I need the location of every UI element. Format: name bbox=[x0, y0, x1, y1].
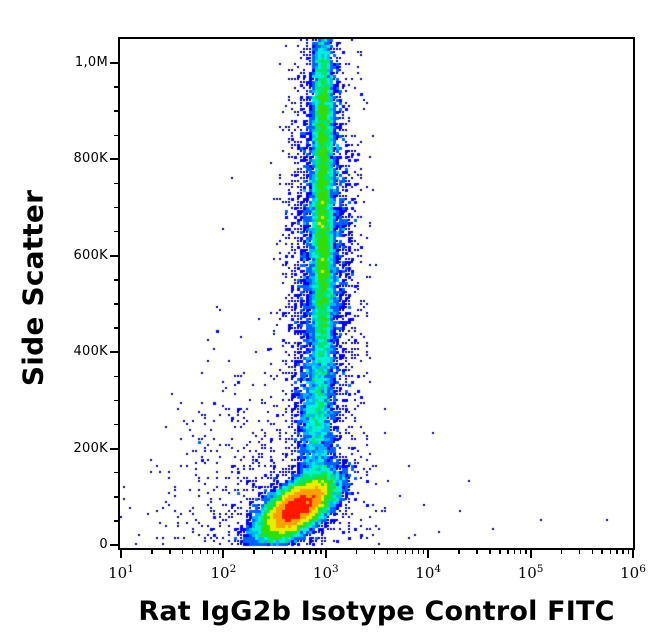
x-minor-tick bbox=[212, 550, 215, 554]
y-tick-label: 0 bbox=[99, 537, 108, 552]
x-minor-tick bbox=[396, 550, 399, 554]
y-tick-label: 600K bbox=[73, 247, 108, 263]
x-major-tick bbox=[529, 550, 532, 558]
x-minor-tick bbox=[320, 550, 322, 554]
x-minor-tick bbox=[578, 550, 581, 554]
x-minor-tick bbox=[386, 550, 389, 554]
y-minor-tick bbox=[114, 206, 118, 209]
x-minor-tick bbox=[609, 550, 612, 554]
x-major-tick bbox=[120, 550, 122, 558]
y-minor-tick bbox=[114, 399, 118, 402]
x-minor-tick bbox=[411, 550, 414, 554]
x-minor-tick bbox=[206, 550, 209, 554]
x-minor-tick bbox=[519, 550, 522, 554]
x-minor-tick bbox=[253, 550, 255, 554]
x-minor-tick bbox=[417, 550, 420, 554]
x-minor-tick bbox=[591, 550, 593, 554]
y-minor-tick bbox=[114, 86, 118, 88]
x-tick-label: 104 bbox=[415, 563, 442, 582]
y-major-tick bbox=[110, 447, 118, 450]
x-minor-tick bbox=[627, 550, 630, 554]
x-minor-tick bbox=[489, 550, 491, 554]
x-minor-tick bbox=[271, 550, 273, 554]
x-minor-tick bbox=[560, 550, 563, 554]
x-minor-tick bbox=[616, 550, 618, 554]
x-major-tick bbox=[427, 550, 430, 558]
y-minor-tick bbox=[114, 496, 118, 498]
x-minor-tick bbox=[315, 550, 317, 554]
y-minor-tick bbox=[114, 327, 118, 329]
x-minor-tick bbox=[499, 550, 501, 554]
x-tick-label: 101 bbox=[108, 563, 134, 582]
x-minor-tick bbox=[525, 550, 527, 554]
x-minor-tick bbox=[309, 550, 311, 554]
y-minor-tick bbox=[114, 134, 118, 137]
x-minor-tick bbox=[191, 550, 194, 554]
y-major-tick bbox=[110, 254, 118, 257]
y-minor-tick bbox=[114, 375, 118, 378]
y-major-tick bbox=[110, 62, 118, 64]
density-scatter-canvas bbox=[120, 39, 633, 548]
y-minor-tick bbox=[114, 303, 118, 305]
y-minor-tick bbox=[114, 520, 118, 522]
x-tick-label: 103 bbox=[312, 563, 339, 582]
x-minor-tick bbox=[513, 550, 516, 554]
x-minor-tick bbox=[355, 550, 358, 554]
y-tick-label: 400K bbox=[73, 344, 108, 360]
x-tick-label: 102 bbox=[210, 563, 237, 582]
x-minor-tick bbox=[199, 550, 202, 554]
x-minor-tick bbox=[476, 550, 478, 554]
y-major-tick bbox=[110, 351, 118, 354]
plot-area bbox=[118, 37, 635, 550]
x-tick-label: 106 bbox=[620, 563, 646, 582]
y-tick-label: 800K bbox=[73, 151, 108, 167]
x-minor-tick bbox=[404, 550, 407, 554]
x-minor-tick bbox=[181, 550, 184, 554]
y-minor-tick bbox=[114, 279, 118, 281]
x-major-tick bbox=[324, 550, 327, 558]
x-major-tick bbox=[632, 550, 634, 558]
y-major-tick bbox=[110, 158, 118, 161]
x-minor-tick bbox=[601, 550, 603, 554]
x-axis-title: Rat IgG2b Isotype Control FITC bbox=[138, 596, 615, 627]
x-minor-tick bbox=[373, 550, 376, 554]
x-minor-tick bbox=[294, 550, 296, 554]
y-minor-tick bbox=[114, 423, 118, 426]
x-minor-tick bbox=[507, 550, 509, 554]
x-minor-tick bbox=[169, 550, 171, 554]
y-minor-tick bbox=[114, 110, 118, 112]
x-major-tick bbox=[222, 550, 225, 558]
x-minor-tick bbox=[151, 550, 153, 554]
x-minor-tick bbox=[302, 550, 304, 554]
y-minor-tick bbox=[114, 230, 118, 233]
x-minor-tick bbox=[422, 550, 425, 554]
x-tick-label: 105 bbox=[517, 563, 544, 582]
y-major-tick bbox=[110, 544, 118, 546]
y-minor-tick bbox=[114, 182, 118, 185]
x-minor-tick bbox=[217, 550, 220, 554]
y-minor-tick bbox=[114, 471, 118, 474]
y-tick-label: 200K bbox=[73, 440, 108, 456]
x-minor-tick bbox=[458, 550, 460, 554]
x-minor-tick bbox=[284, 550, 286, 554]
y-tick-label: 1,0M bbox=[74, 55, 108, 70]
x-minor-tick bbox=[622, 550, 624, 554]
